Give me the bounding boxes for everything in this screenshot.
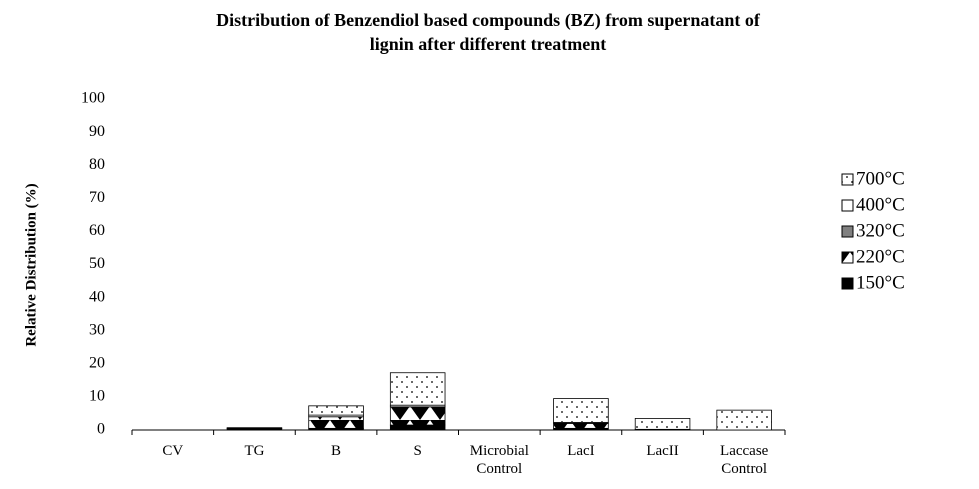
x-tick-label: CV [162,443,184,459]
y-tick-label: 100 [81,90,105,107]
legend-label: 220°C [856,246,905,267]
legend-swatch [841,173,854,186]
y-tick-label: 60 [89,222,105,239]
legend-swatch [841,251,854,264]
y-tick-label: 20 [89,354,105,371]
y-axis-label: Relative Distribution (%) [23,183,39,346]
legend-swatch [841,199,854,212]
x-tick-label: TG [244,443,265,459]
x-tick-label: LacII [646,443,679,459]
x-tick-label: LacI [567,443,595,459]
bar-segment [308,405,364,416]
y-tick-label: 30 [89,321,105,338]
y-tick-label: 10 [89,388,105,405]
legend-label: 150°C [856,272,905,293]
bar-segment [226,427,283,429]
y-tick-label: 90 [89,123,105,140]
bar-segment [716,409,772,431]
y-tick-label: 50 [89,255,105,272]
x-tick-label: Microbial Control [469,443,529,477]
x-tick-label: S [413,443,422,459]
legend-label: 700°C [856,168,905,189]
legend-swatch [841,277,854,290]
chart-title: lignin after different treatment [370,34,606,54]
bar-segment [389,406,446,426]
y-tick-label: 70 [89,189,105,206]
bar-segment [553,398,609,423]
legend-label: 320°C [856,220,905,241]
x-tick-label: B [331,443,342,459]
legend-swatch [841,225,854,238]
y-tick-label: 0 [97,421,105,438]
chart-title: Distribution of Benzendiol based compoun… [216,10,761,31]
bar-segment [389,424,446,431]
bar-segment [553,422,609,429]
x-tick-label: Laccase Control [720,443,769,477]
bar-segment [389,372,446,406]
legend-label: 400°C [856,194,905,215]
bar-segment [634,418,691,430]
y-tick-label: 80 [89,156,105,173]
bar-segment [308,416,364,429]
y-tick-label: 40 [89,288,105,305]
